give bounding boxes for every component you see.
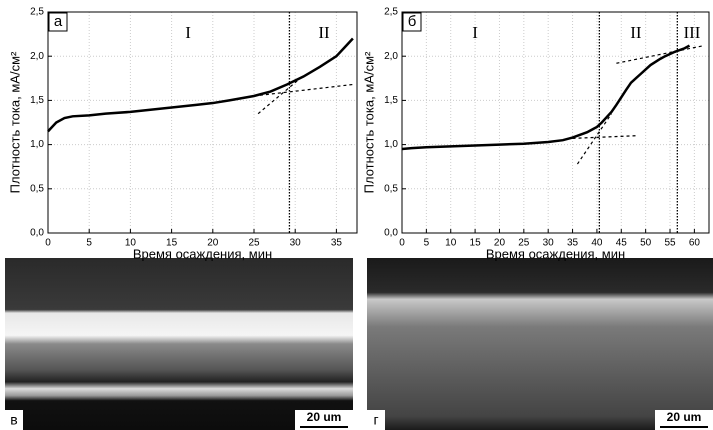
scale-box — [295, 410, 353, 430]
panel-label: а — [54, 13, 63, 30]
scale-bar-label: 20 um — [307, 410, 342, 424]
y-axis-label: Плотность тока, мА/см² — [361, 51, 376, 193]
y-tick-label: 1,5 — [30, 95, 44, 106]
y-tick-label: 0,0 — [384, 228, 398, 239]
x-axis-label: Время осаждения, мин — [486, 246, 625, 261]
x-tick-label: 30 — [543, 238, 555, 249]
x-tick-label: 35 — [567, 238, 579, 249]
y-tick-label: 1,0 — [30, 139, 44, 150]
x-tick-label: 25 — [248, 238, 260, 249]
label-box — [5, 410, 23, 430]
tangent-line — [257, 75, 304, 115]
scale-box — [655, 410, 713, 430]
panel-label-box — [48, 12, 68, 32]
plot-frame — [401, 11, 710, 234]
tangent-line — [572, 135, 636, 140]
x-tick-label: 5 — [424, 238, 430, 249]
x-tick-label: 25 — [518, 238, 530, 249]
x-tick-label: 45 — [616, 238, 628, 249]
x-tick-label: 55 — [664, 238, 676, 249]
sem-photo — [367, 258, 713, 430]
x-tick-label: 50 — [640, 238, 652, 249]
x-tick-label: 15 — [166, 238, 178, 249]
x-tick-label: 10 — [445, 238, 457, 249]
y-tick-label: 2,5 — [384, 7, 398, 18]
region-label: I — [472, 23, 478, 42]
x-tick-label: 20 — [494, 238, 506, 249]
data-line — [401, 44, 691, 151]
x-tick-label: 15 — [470, 238, 482, 249]
scale-bar-label: 20 um — [667, 410, 702, 424]
region-label: III — [683, 23, 700, 42]
y-tick-label: 1,0 — [384, 139, 398, 150]
y-tick-label: 0,5 — [384, 183, 398, 194]
panel-label: в — [10, 412, 17, 428]
y-tick-label: 2,0 — [384, 51, 398, 62]
x-tick-label: 60 — [689, 238, 701, 249]
y-tick-label: 2,0 — [30, 51, 44, 62]
x-tick-label: 20 — [207, 238, 219, 249]
x-tick-label: 40 — [591, 238, 603, 249]
sem-photo — [5, 258, 353, 430]
x-tick-label: 10 — [125, 238, 137, 249]
data-line — [47, 37, 354, 133]
x-tick-label: 30 — [290, 238, 302, 249]
region-label: II — [318, 23, 330, 42]
y-tick-label: 1,5 — [384, 95, 398, 106]
x-tick-label: 5 — [86, 238, 92, 249]
tangent-line — [576, 113, 613, 165]
panel-label: г — [373, 412, 378, 428]
panel-label-box — [402, 12, 422, 32]
x-tick-label: 0 — [399, 238, 405, 249]
region-label: II — [630, 23, 642, 42]
sem-image-g: г 20 um — [367, 258, 713, 430]
x-axis-label: Время осаждения, мин — [133, 246, 272, 261]
y-tick-label: 0,0 — [30, 228, 44, 239]
region-label: I — [185, 23, 191, 42]
y-axis-label: Плотность тока, мА/см² — [7, 51, 22, 193]
sem-image-v: в 20 um — [5, 258, 353, 430]
tangent-line — [616, 45, 705, 64]
y-tick-label: 2,5 — [30, 7, 44, 18]
panel-label: б — [408, 13, 417, 30]
y-tick-label: 0,5 — [30, 183, 44, 194]
label-box — [367, 410, 385, 430]
x-tick-label: 35 — [331, 238, 343, 249]
tangent-line — [253, 83, 353, 97]
x-tick-label: 0 — [45, 238, 51, 249]
plot-frame — [47, 11, 358, 234]
